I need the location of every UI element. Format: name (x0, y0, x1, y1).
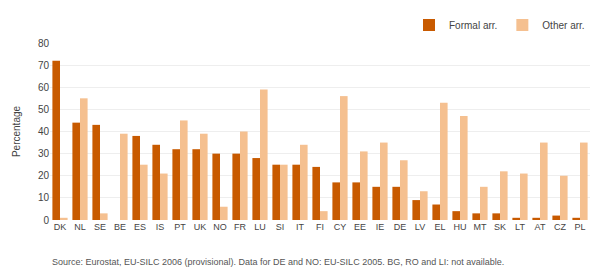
svg-text:LV: LV (415, 222, 425, 232)
svg-text:EL: EL (434, 222, 445, 232)
svg-text:Formal arr.: Formal arr. (449, 20, 497, 31)
svg-text:40: 40 (38, 126, 50, 137)
svg-text:FI: FI (316, 222, 324, 232)
svg-text:10: 10 (38, 192, 50, 203)
svg-text:20: 20 (38, 170, 50, 181)
svg-text:Source: Eurostat, EU-SILC 2006: Source: Eurostat, EU-SILC 2006 (provisio… (52, 257, 504, 267)
svg-text:PL: PL (574, 222, 585, 232)
svg-text:PT: PT (174, 222, 186, 232)
svg-text:60: 60 (38, 82, 50, 93)
svg-text:EE: EE (354, 222, 366, 232)
svg-text:MT: MT (474, 222, 487, 232)
svg-text:LT: LT (515, 222, 525, 232)
svg-text:CZ: CZ (554, 222, 566, 232)
svg-text:LU: LU (254, 222, 266, 232)
svg-text:IS: IS (156, 222, 165, 232)
svg-text:SE: SE (94, 222, 106, 232)
svg-text:AT: AT (535, 222, 546, 232)
svg-text:Percentage: Percentage (11, 105, 22, 157)
svg-text:IE: IE (376, 222, 385, 232)
svg-text:CY: CY (334, 222, 347, 232)
svg-text:ES: ES (134, 222, 146, 232)
svg-text:UK: UK (194, 222, 207, 232)
svg-text:FR: FR (234, 222, 246, 232)
svg-text:NO: NO (213, 222, 227, 232)
svg-text:0: 0 (43, 215, 49, 226)
svg-text:NL: NL (74, 222, 86, 232)
svg-text:DK: DK (54, 222, 67, 232)
svg-text:IT: IT (296, 222, 305, 232)
svg-text:70: 70 (38, 60, 50, 71)
svg-text:SI: SI (276, 222, 285, 232)
svg-text:30: 30 (38, 148, 50, 159)
svg-text:SK: SK (494, 222, 506, 232)
svg-text:HU: HU (454, 222, 467, 232)
svg-text:80: 80 (38, 38, 50, 49)
svg-text:DE: DE (394, 222, 407, 232)
svg-text:Other arr.: Other arr. (542, 20, 584, 31)
svg-text:50: 50 (38, 104, 50, 115)
svg-text:BE: BE (114, 222, 126, 232)
